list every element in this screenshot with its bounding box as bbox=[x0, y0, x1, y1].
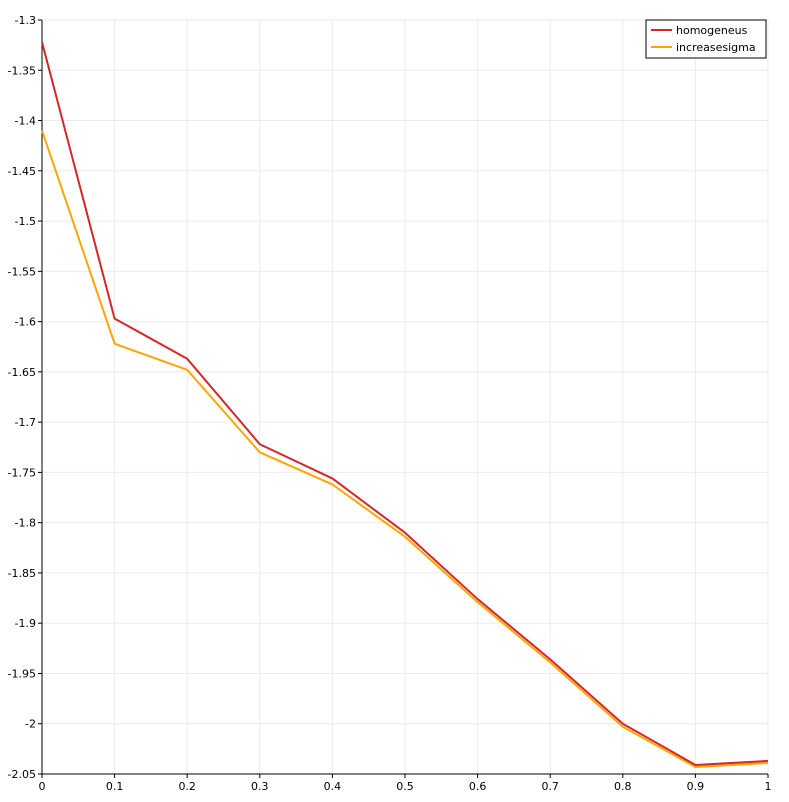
x-tick-label: 0.4 bbox=[324, 780, 342, 793]
y-tick-label: -1.4 bbox=[15, 115, 36, 128]
y-tick-label: -1.75 bbox=[8, 466, 36, 479]
y-tick-label: -1.95 bbox=[8, 667, 36, 680]
series-line-homogeneus bbox=[41, 41, 769, 766]
y-tick-label: -2 bbox=[25, 718, 36, 731]
y-tick-label: -1.85 bbox=[8, 567, 36, 580]
y-tick-label: -1.45 bbox=[8, 165, 36, 178]
x-tick-label: 0.3 bbox=[251, 780, 269, 793]
y-tick-label: -1.8 bbox=[15, 517, 36, 530]
x-tick-label: 0 bbox=[39, 780, 46, 793]
y-tick-label: -1.35 bbox=[8, 64, 36, 77]
y-tick-label: -1.55 bbox=[8, 265, 36, 278]
y-tick-label: -1.7 bbox=[15, 416, 36, 429]
y-tick-label: -1.6 bbox=[15, 316, 36, 329]
x-axis-ticks: 0 0.1 0.2 0.3 0.4 0.5 0.6 0.7 0.8 0.9 1 bbox=[39, 774, 772, 793]
x-tick-label: 0.6 bbox=[469, 780, 487, 793]
series-lines bbox=[41, 41, 769, 768]
y-tick-label: -1.9 bbox=[15, 617, 36, 630]
x-tick-label: 0.7 bbox=[541, 780, 559, 793]
legend: homogeneus increasesigma bbox=[645, 19, 767, 59]
y-tick-label: -1.3 bbox=[15, 14, 36, 27]
x-tick-label: 0.9 bbox=[687, 780, 705, 793]
y-tick-label: -2.05 bbox=[8, 768, 36, 781]
y-tick-label: -1.5 bbox=[15, 215, 36, 228]
x-tick-label: 0.1 bbox=[106, 780, 124, 793]
y-axis-ticks: -1.3 -1.35 -1.4 -1.45 -1.5 -1.55 -1.6 -1.65 -1.7… bbox=[8, 14, 42, 781]
x-tick-label: 1 bbox=[765, 780, 772, 793]
y-tick-label: -1.65 bbox=[8, 366, 36, 379]
legend-label: increasesigma bbox=[676, 41, 756, 54]
x-tick-label: 0.8 bbox=[614, 780, 632, 793]
x-tick-label: 0.2 bbox=[178, 780, 196, 793]
legend-label: homogeneus bbox=[676, 24, 748, 37]
x-tick-label: 0.5 bbox=[396, 780, 414, 793]
grid bbox=[41, 19, 769, 775]
series-line-increasesigma bbox=[41, 130, 769, 768]
legend-box bbox=[645, 19, 767, 59]
